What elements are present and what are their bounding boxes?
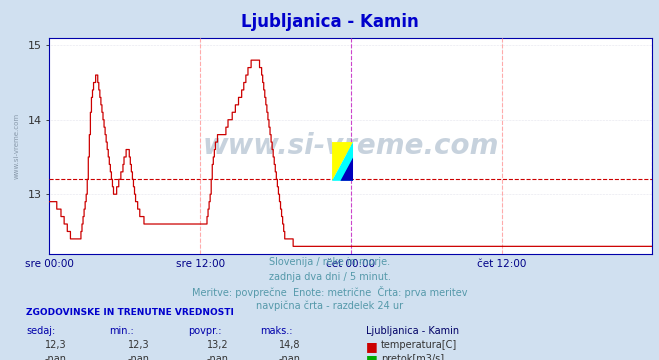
Text: 12,3: 12,3 xyxy=(128,340,149,350)
Text: zadnja dva dni / 5 minut.: zadnja dva dni / 5 minut. xyxy=(269,272,390,282)
Text: www.si-vreme.com: www.si-vreme.com xyxy=(203,132,499,160)
Text: -nan: -nan xyxy=(279,354,301,360)
Text: Meritve: povprečne  Enote: metrične  Črta: prva meritev: Meritve: povprečne Enote: metrične Črta:… xyxy=(192,286,467,298)
Text: ZGODOVINSKE IN TRENUTNE VREDNOSTI: ZGODOVINSKE IN TRENUTNE VREDNOSTI xyxy=(26,308,234,317)
Text: 14,8: 14,8 xyxy=(279,340,301,350)
Text: pretok[m3/s]: pretok[m3/s] xyxy=(381,354,444,360)
Text: Ljubljanica - Kamin: Ljubljanica - Kamin xyxy=(241,13,418,31)
Polygon shape xyxy=(341,158,353,181)
Text: ■: ■ xyxy=(366,354,378,360)
Text: Ljubljanica - Kamin: Ljubljanica - Kamin xyxy=(366,326,459,336)
Text: ■: ■ xyxy=(366,340,378,353)
Text: Slovenija / reke in morje.: Slovenija / reke in morje. xyxy=(269,257,390,267)
Text: temperatura[C]: temperatura[C] xyxy=(381,340,457,350)
Polygon shape xyxy=(332,142,353,181)
Text: min.:: min.: xyxy=(109,326,134,336)
Text: 13,2: 13,2 xyxy=(207,340,228,350)
Text: -nan: -nan xyxy=(127,354,150,360)
Text: -nan: -nan xyxy=(45,354,67,360)
Text: navpična črta - razdelek 24 ur: navpična črta - razdelek 24 ur xyxy=(256,301,403,311)
Text: www.si-vreme.com: www.si-vreme.com xyxy=(13,113,19,179)
Text: 12,3: 12,3 xyxy=(45,340,67,350)
Text: sedaj:: sedaj: xyxy=(26,326,55,336)
Text: maks.:: maks.: xyxy=(260,326,293,336)
Polygon shape xyxy=(332,142,353,181)
Text: -nan: -nan xyxy=(206,354,229,360)
Text: povpr.:: povpr.: xyxy=(188,326,221,336)
